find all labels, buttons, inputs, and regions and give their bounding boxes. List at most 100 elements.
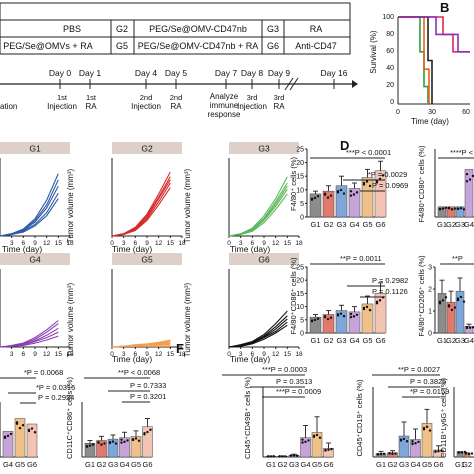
category-label: G6 [375, 336, 385, 345]
day-label: Day 9 [268, 68, 290, 78]
axis-break-mark [284, 77, 294, 91]
axis-break-mark [289, 77, 299, 91]
y-tick-label: 0 [300, 215, 304, 222]
data-point [313, 318, 317, 322]
tumor-curve [111, 179, 171, 237]
category-label: G3 [108, 460, 118, 469]
data-point [460, 451, 464, 454]
panel-title: G5 [141, 255, 153, 265]
x-tick-label: 15 [284, 240, 292, 247]
data-point [425, 425, 429, 428]
data-point [355, 313, 359, 316]
data-point [411, 440, 414, 443]
tumor-curve [0, 335, 59, 348]
x-tick-label: 9 [262, 240, 266, 247]
data-point [362, 181, 366, 185]
x-tick-label: 0 [110, 240, 114, 247]
y-axis-label: F4/80⁺CD86⁺ cells (%) [289, 257, 298, 335]
data-point [313, 196, 317, 200]
data-point [316, 194, 320, 198]
data-point [33, 431, 37, 434]
x-tick-label: 3 [239, 351, 243, 358]
x-tick-label: 30 [428, 109, 436, 116]
timeline-note: 1st [57, 93, 68, 102]
panel-label-b: B [440, 0, 449, 15]
category-label: G2 [323, 336, 333, 345]
table-cell: G6 [267, 41, 279, 51]
tumor-curve [0, 320, 59, 348]
bar [348, 188, 361, 218]
data-point [114, 442, 118, 445]
y-axis-label: Tumor volume (mm³) [183, 168, 192, 243]
x-tick-label: 18 [66, 351, 74, 358]
data-point [462, 208, 466, 211]
timeline-note: 3rd [274, 93, 285, 102]
data-point [266, 455, 270, 458]
x-tick-label: 18 [295, 351, 303, 358]
y-tick-label: 20 [386, 82, 394, 89]
panel-title-bar [112, 253, 182, 265]
x-axis-label: Time (day) [230, 244, 270, 254]
data-point [307, 439, 310, 442]
panel-label-f: F [176, 341, 184, 356]
survival-curve [398, 16, 470, 53]
x-tick-label: 18 [295, 240, 303, 247]
timeline-note: 3rd [247, 93, 258, 102]
y-axis-label: CD11B⁺Ly6G⁺ cells (%) [439, 377, 448, 458]
timeline-ticks [59, 79, 335, 89]
x-tick-label: 15 [55, 351, 63, 358]
data-point [459, 295, 463, 299]
data-point [362, 306, 366, 310]
x-tick-label: 15 [167, 240, 175, 247]
data-point [315, 433, 319, 437]
category-label: G1 [437, 336, 447, 345]
significance-label: *P = 0.0315 [36, 383, 75, 392]
significance-label: P = 0.1126 [372, 287, 408, 296]
x-tick-label: 9 [33, 240, 37, 247]
category-label: G2 [446, 220, 456, 229]
x-tick-label: 18 [66, 240, 74, 247]
y-axis-label: CD11C⁺CD86⁺ cells (%) [65, 377, 74, 459]
significance-label: ***P = 0.0009 [276, 387, 321, 396]
data-point [137, 439, 141, 442]
data-point [269, 455, 273, 458]
category-label: G3 [455, 220, 465, 229]
category-label: G2 [96, 460, 106, 469]
data-point [318, 436, 322, 439]
category-label: G1 [376, 460, 386, 469]
timeline-note: Injection [47, 102, 77, 111]
data-point [284, 455, 287, 458]
data-point [450, 308, 454, 312]
data-point [394, 452, 397, 455]
category-label: G1 [455, 460, 465, 469]
y-axis-label: Tumor volume (mm³) [183, 282, 192, 357]
data-point [91, 443, 95, 446]
data-point [465, 326, 469, 330]
y-tick-label: 100 [382, 14, 394, 21]
x-tick-label: 6 [251, 240, 255, 247]
table-cell: Anti-CD47 [295, 41, 337, 51]
data-point [108, 441, 112, 444]
timeline-note: 1st [86, 93, 97, 102]
significance-label: P = 0.3825 [410, 377, 446, 386]
x-axis-label: Time (day) [411, 117, 449, 126]
bar [456, 451, 464, 458]
table-row-1-border [0, 2, 351, 21]
data-point [103, 442, 106, 445]
data-point [324, 448, 327, 452]
panel-label-d: D [340, 138, 349, 153]
data-point [316, 317, 320, 320]
x-tick-label: 60 [462, 109, 470, 116]
data-point [97, 440, 100, 444]
data-point [292, 454, 296, 457]
y-axis-label: Tumor volume (mm³) [66, 282, 75, 357]
data-point [470, 452, 474, 455]
timeline-note: Injection [131, 102, 161, 111]
panel-title-bar [0, 142, 70, 154]
category-label: G6 [375, 220, 385, 229]
day-label: Day 4 [135, 68, 157, 78]
data-point [301, 441, 304, 444]
data-point [15, 421, 19, 424]
tumor-curve [111, 171, 171, 237]
